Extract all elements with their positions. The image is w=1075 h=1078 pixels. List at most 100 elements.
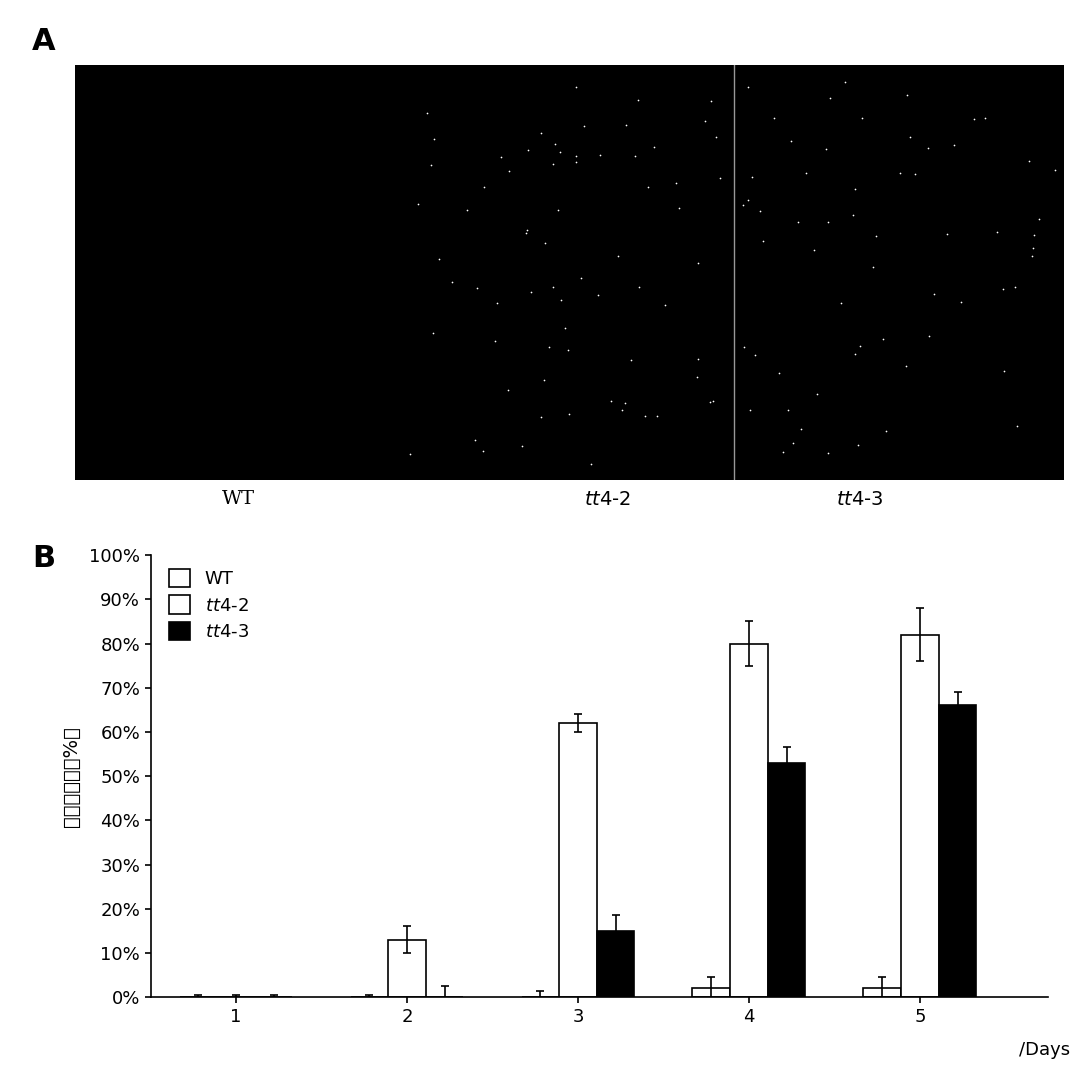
- Point: [789, 213, 806, 231]
- Point: [875, 331, 892, 348]
- Point: [645, 138, 662, 155]
- Point: [551, 143, 569, 161]
- Point: [618, 116, 635, 134]
- Point: [976, 109, 993, 126]
- Bar: [559, 723, 597, 997]
- Point: [920, 327, 937, 344]
- Point: [424, 324, 441, 342]
- Point: [906, 165, 923, 182]
- Point: [689, 369, 706, 386]
- Point: [1008, 418, 1026, 436]
- Point: [560, 342, 577, 359]
- Point: [746, 346, 763, 363]
- Point: [919, 139, 936, 156]
- Point: [690, 350, 707, 368]
- Point: [819, 445, 836, 462]
- Point: [522, 284, 540, 301]
- Point: [690, 254, 707, 272]
- Point: [891, 165, 908, 182]
- Text: $\it{tt4}$-$\it{3}$: $\it{tt4}$-$\it{3}$: [836, 490, 884, 510]
- Point: [535, 371, 553, 388]
- Point: [486, 332, 503, 349]
- Point: [877, 423, 894, 440]
- Bar: [388, 940, 426, 997]
- Point: [821, 89, 839, 107]
- Point: [518, 221, 535, 238]
- Point: [926, 285, 943, 302]
- Point: [568, 153, 585, 170]
- Point: [560, 405, 577, 423]
- Point: [467, 431, 484, 448]
- Point: [851, 337, 869, 355]
- Point: [808, 385, 826, 402]
- Legend: WT, $\it{tt4}$-$\it{2}$, $\it{tt4}$-$\it{3}$: WT, $\it{tt4}$-$\it{2}$, $\it{tt4}$-$\it…: [169, 568, 248, 641]
- Point: [541, 338, 558, 356]
- Text: /Days: /Days: [1019, 1041, 1071, 1060]
- Point: [640, 179, 657, 196]
- Point: [636, 407, 654, 425]
- Bar: [901, 635, 938, 997]
- Point: [792, 419, 809, 437]
- Bar: [768, 763, 805, 997]
- Point: [846, 181, 863, 198]
- Point: [489, 294, 506, 312]
- Y-axis label: 种子萌发率（%）: 种子萌发率（%）: [61, 725, 81, 827]
- Text: WT: WT: [223, 490, 255, 509]
- Point: [553, 292, 570, 309]
- Point: [742, 402, 759, 419]
- Point: [499, 382, 516, 399]
- Point: [614, 401, 631, 418]
- Point: [836, 73, 854, 91]
- Point: [622, 351, 640, 369]
- Point: [536, 234, 554, 251]
- Point: [610, 248, 627, 265]
- Point: [656, 296, 673, 314]
- Point: [476, 178, 493, 195]
- Point: [844, 207, 861, 224]
- Point: [474, 443, 491, 460]
- Point: [868, 227, 885, 245]
- Point: [779, 401, 797, 418]
- Bar: [863, 989, 901, 997]
- Point: [1026, 226, 1043, 244]
- Point: [1024, 239, 1042, 257]
- Bar: [730, 644, 768, 997]
- Point: [430, 251, 447, 268]
- Point: [805, 241, 822, 259]
- Point: [697, 112, 714, 129]
- Point: [402, 445, 419, 462]
- Point: [422, 156, 440, 174]
- Point: [945, 136, 962, 153]
- Point: [1030, 210, 1047, 227]
- Point: [443, 273, 460, 290]
- Point: [994, 280, 1012, 298]
- Point: [545, 278, 562, 295]
- Point: [734, 196, 751, 213]
- Point: [589, 287, 606, 304]
- Point: [988, 223, 1005, 240]
- Point: [668, 175, 685, 192]
- Bar: [938, 705, 976, 997]
- Point: [1006, 278, 1023, 295]
- Point: [846, 346, 863, 363]
- Point: [648, 407, 665, 425]
- Point: [783, 133, 800, 150]
- Point: [591, 147, 608, 164]
- Point: [631, 278, 648, 295]
- Point: [712, 169, 729, 186]
- Point: [849, 437, 866, 454]
- Point: [549, 202, 567, 219]
- Point: [519, 141, 536, 158]
- Point: [629, 92, 646, 109]
- Point: [568, 148, 585, 165]
- Point: [798, 165, 815, 182]
- Point: [617, 395, 634, 412]
- Point: [735, 338, 752, 356]
- Point: [547, 136, 564, 153]
- Point: [743, 168, 760, 185]
- Point: [469, 279, 486, 296]
- Point: [568, 79, 585, 96]
- Point: [627, 148, 644, 165]
- Point: [557, 319, 574, 336]
- Point: [902, 128, 919, 146]
